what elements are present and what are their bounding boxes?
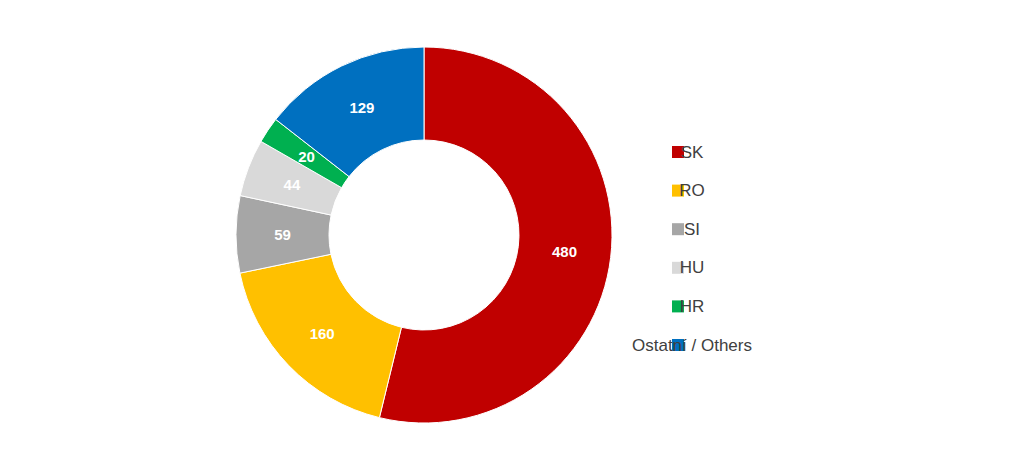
svg-text:20: 20	[298, 148, 315, 165]
svg-text:480: 480	[552, 243, 577, 260]
svg-text:59: 59	[274, 226, 291, 243]
svg-text:HU: HU	[680, 258, 705, 277]
svg-text:RO: RO	[679, 181, 705, 200]
svg-text:HR: HR	[680, 297, 705, 316]
svg-text:Ostatní / Others: Ostatní / Others	[632, 336, 752, 355]
svg-text:160: 160	[310, 325, 335, 342]
svg-text:SK: SK	[681, 143, 704, 162]
svg-text:SI: SI	[684, 220, 700, 239]
svg-text:44: 44	[284, 176, 301, 193]
svg-text:129: 129	[349, 99, 374, 116]
